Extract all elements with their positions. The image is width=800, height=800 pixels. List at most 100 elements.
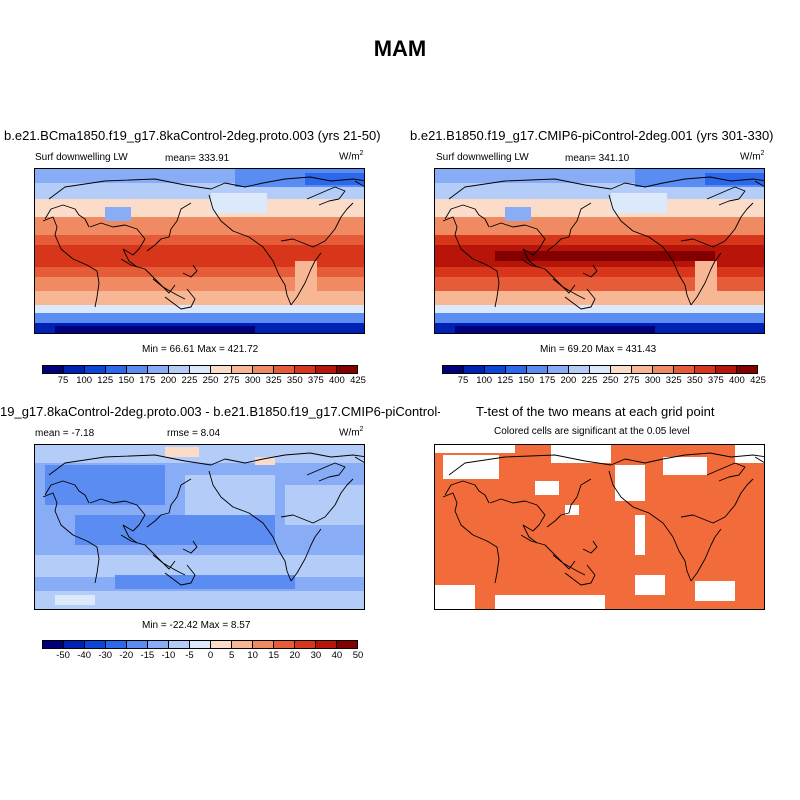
panel3-map <box>34 444 365 610</box>
panel3-title: 19_g17.8kaControl-2deg.proto.003 - b.e21… <box>0 404 440 419</box>
panel3-colorbar-tick-label: -20 <box>119 650 134 661</box>
panel1-colorbar-tick-label: 200 <box>160 375 177 386</box>
figure-title: MAM <box>373 36 427 61</box>
panel1-colorbar-tick-label: 250 <box>202 375 219 386</box>
panel2-colorbar-tick-label: 125 <box>497 375 514 386</box>
panel1-variable: Surf downwelling LW <box>35 152 128 163</box>
panel3-colorbar-swatch <box>211 641 232 648</box>
panel1-mean: mean= 333.91 <box>165 153 230 164</box>
panel2-colorbar-tick-label: 300 <box>644 375 661 386</box>
panel1-colorbar-tick-label: 100 <box>76 375 93 386</box>
panel3-colorbar-tick-label: 5 <box>228 650 235 661</box>
panel1-minmax: Min = 66.61 Max = 421.72 <box>142 344 259 355</box>
panel1-colorbar-labels: 75 100 125 150 175 200 225 250 275 300 325 350 375 40… <box>42 375 366 387</box>
panel2-colorbar-tick-label: 425 <box>750 375 766 386</box>
panel4-map-field <box>435 445 764 609</box>
panel2-colorbar-swatch <box>632 366 653 373</box>
panel1-map-field <box>35 169 364 333</box>
panel2-colorbar-tick-label: 200 <box>560 375 577 386</box>
panel3-colorbar-swatch <box>316 641 337 648</box>
panel2-colorbar-swatch <box>485 366 506 373</box>
panel1-colorbar-swatch <box>190 366 211 373</box>
panel1-colorbar-swatch <box>43 366 64 373</box>
panel3-colorbar-swatch <box>190 641 211 648</box>
panel2-colorbar-tick-label: 250 <box>602 375 619 386</box>
panel2-map-field <box>435 169 764 333</box>
panel3-units: W/m2 <box>339 426 364 439</box>
panel1-colorbar-tick-label: 75 <box>57 375 69 386</box>
panel2-colorbar-swatch <box>674 366 695 373</box>
panel1-colorbar-tick-label: 375 <box>307 375 324 386</box>
panel2-units: W/m2 <box>740 150 765 163</box>
panel2-colorbar-tick-label: 350 <box>686 375 703 386</box>
panel1-colorbar-tick-label: 175 <box>139 375 156 386</box>
panel3-colorbar-tick-label: 20 <box>289 650 301 661</box>
panel1-colorbar-tick-label: 225 <box>181 375 198 386</box>
panel4-title: T-test of the two means at each grid poi… <box>476 404 715 419</box>
panel3-rmse: rmse = 8.04 <box>167 428 221 439</box>
panel4-subtitle: Colored cells are significant at the 0.0… <box>494 426 690 437</box>
panel2-colorbar-tick-label: 275 <box>623 375 640 386</box>
panel3-colorbar-swatch <box>274 641 295 648</box>
panel2-mean: mean= 341.10 <box>565 153 630 164</box>
panel2-colorbar-tick-label: 175 <box>539 375 556 386</box>
panel4-map <box>434 444 765 610</box>
panel3-colorbar-tick-label: -50 <box>56 650 70 661</box>
panel3-colorbar-tick-label: 40 <box>331 650 343 661</box>
panel2-colorbar-swatch <box>590 366 611 373</box>
panel3-colorbar-tick-label: -15 <box>140 650 155 661</box>
panel1-colorbar-swatch <box>232 366 253 373</box>
panel3-colorbar-tick-label: 15 <box>268 650 280 661</box>
panel2-colorbar-tick-label: 225 <box>581 375 598 386</box>
panel1-colorbar-swatch <box>316 366 337 373</box>
panel1-colorbar-tick-label: 275 <box>223 375 240 386</box>
panel1-units: W/m2 <box>339 150 364 163</box>
panel1-colorbar-tick-label: 125 <box>97 375 114 386</box>
panel2-colorbar-swatch <box>653 366 674 373</box>
panel1-colorbar-tick-label: 300 <box>244 375 261 386</box>
panel2-colorbar <box>442 365 758 374</box>
panel2-colorbar-swatch <box>716 366 737 373</box>
panel3-map-field <box>35 445 364 609</box>
panel1-colorbar-tick-label: 150 <box>118 375 135 386</box>
panel1-colorbar-swatch <box>253 366 274 373</box>
panel2-colorbar-swatch <box>611 366 632 373</box>
panel1-colorbar-tick-label: 325 <box>265 375 282 386</box>
panel3-colorbar-tick-label: -5 <box>185 650 194 661</box>
panel2-colorbar-tick-label: 100 <box>476 375 493 386</box>
panel2-colorbar-tick-label: 400 <box>728 375 745 386</box>
panel1-colorbar-swatch <box>295 366 316 373</box>
panel1-colorbar-swatch <box>64 366 85 373</box>
panel3-colorbar-swatch <box>169 641 190 648</box>
panel2-colorbar-swatch <box>464 366 485 373</box>
panel1-colorbar-swatch <box>169 366 190 373</box>
panel2-colorbar-swatch <box>527 366 548 373</box>
panel3-mean: mean = -7.18 <box>35 428 95 439</box>
panel1-colorbar-tick-label: 400 <box>328 375 345 386</box>
panel3-colorbar-swatch <box>43 641 64 648</box>
panel2-colorbar-swatch <box>443 366 464 373</box>
panel3-colorbar <box>42 640 358 649</box>
panel1-colorbar-swatch <box>211 366 232 373</box>
panel2-variable: Surf downwelling LW <box>436 152 529 163</box>
panel2-colorbar-swatch <box>506 366 527 373</box>
panel2-map <box>434 168 765 334</box>
panel1-colorbar-swatch <box>274 366 295 373</box>
panel1-map <box>34 168 365 334</box>
panel1-colorbar <box>42 365 358 374</box>
panel3-colorbar-swatch <box>106 641 127 648</box>
panel1-colorbar-swatch <box>127 366 148 373</box>
panel2-colorbar-tick-label: 75 <box>457 375 469 386</box>
panel2-colorbar-swatch <box>569 366 590 373</box>
panel3-minmax: Min = -22.42 Max = 8.57 <box>142 620 251 631</box>
panel3-colorbar-swatch <box>295 641 316 648</box>
panel3-colorbar-swatch <box>127 641 148 648</box>
panel3-colorbar-tick-label: 30 <box>310 650 322 661</box>
panel3-colorbar-tick-label: 0 <box>207 650 214 661</box>
panel3-colorbar-labels: -50 -40 -30 -20 -15 -10 -5 0 5 10 15 20 30 40 50 <box>42 650 363 662</box>
panel3-colorbar-tick-label: -40 <box>77 650 91 661</box>
panel3-colorbar-swatch <box>148 641 169 648</box>
panel3-colorbar-tick-label: 10 <box>247 650 258 661</box>
panel1-title: b.e21.BCma1850.f19_g17.8kaControl-2deg.p… <box>4 128 381 143</box>
panel3-colorbar-swatch <box>337 641 357 648</box>
